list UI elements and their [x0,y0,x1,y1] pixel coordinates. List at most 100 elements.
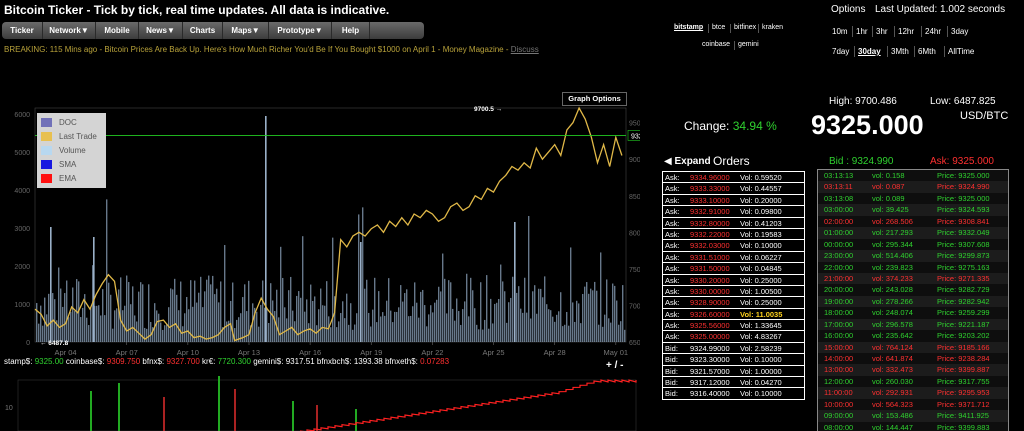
y-left-tick-label: 0 [26,340,30,347]
volume-bar [362,207,364,342]
nav-item[interactable]: Network▼ [43,22,96,39]
volume-bar [110,294,112,342]
volume-bar [410,315,412,342]
volume-bar [530,318,532,342]
order-type: Ask: [665,264,680,274]
trade-price: Price: 9299.873 [937,251,990,261]
volume-bar [548,309,550,342]
discuss-link[interactable]: Discuss [510,45,539,54]
exchange-coinbase[interactable]: coinbase [702,41,731,48]
y-left-tick-label: 5000 [14,150,30,157]
order-volume: Vol: 0.20000 [740,195,782,205]
volume-bar [580,323,582,342]
volume-bar [114,310,116,342]
nav-item[interactable]: Help [332,22,370,39]
volume-bar [436,299,438,342]
nav-item[interactable]: Charts [183,22,223,39]
trade-volume: vol: 374.233 [872,273,913,283]
volume-bar [388,278,390,342]
legend-item[interactable]: Last Trade [41,129,102,143]
volume-bar [488,328,490,342]
volume-bar [424,305,426,342]
price-chart[interactable]: 0 1000 2000 3000 4000 5000 6000 6500 7000 7500 800… [0,100,640,360]
range-10m[interactable]: 10m [832,27,848,36]
volume-bar [230,300,232,342]
volume-bar [100,315,102,342]
legend-item[interactable]: SMA [41,157,102,171]
volume-bar [494,303,496,342]
trade-price: Price: 9295.953 [937,388,990,398]
options-link[interactable]: Options [831,4,866,15]
volume-bar [242,297,244,342]
depth-chart[interactable]: 10 [0,372,640,431]
volume-bar [564,324,566,342]
lower-plot-frame [17,379,637,431]
volume-bar [238,317,240,342]
zoom-toggle[interactable]: + / - [606,360,624,371]
range-AllTime[interactable]: AllTime [948,47,975,56]
nav-item[interactable]: Ticker [2,22,43,39]
volume-bar [188,309,190,342]
nav-item[interactable]: Maps▼ [223,22,269,39]
exchange-btce[interactable]: btce [712,24,726,31]
depth-bar [90,391,92,431]
volume-bar [194,280,196,342]
range-3hr[interactable]: 3hr [876,27,888,36]
range-7day[interactable]: 7day [832,47,850,56]
nav-item[interactable]: Mobile [96,22,139,39]
volume-bar [310,284,312,342]
order-type: Bid: [665,366,678,376]
exchange-gemini[interactable]: gemini [738,41,759,48]
y-left-tick-label: 1000 [14,302,30,309]
volume-bar [418,317,420,342]
order-row: Ask: 9325.00000 Vol: 4.83267 [663,331,804,343]
volume-bar [482,329,484,342]
trade-row: 08:00:00 vol: 144.447 Price: 9399.883 [818,421,1008,431]
volume-bar [446,313,448,342]
exchange-bitfinex[interactable]: bitfinex [734,24,757,31]
volume-bar [462,309,464,342]
trade-time: 22:00:00 [824,262,854,272]
volume-bar [450,282,452,342]
legend-item[interactable]: EMA [41,171,102,185]
order-row: Ask: 9333.10000 Vol: 0.20000 [663,195,804,207]
nav-item[interactable]: News▼ [139,22,183,39]
range-24hr[interactable]: 24hr [925,27,942,36]
volume-bar [442,253,444,342]
nav-item[interactable]: Prototype▼ [269,22,332,39]
expand-button[interactable]: ◀ Expand [664,156,711,167]
range-12hr[interactable]: 12hr [898,27,915,36]
volume-bar [64,293,66,342]
volume-bar [368,312,370,342]
legend-item[interactable]: Volume [41,143,102,157]
legend-label: EMA [59,173,77,183]
volume-bar [620,321,622,342]
exchange-kraken[interactable]: kraken [762,24,784,31]
exchange-bitstamp[interactable]: bitstamp [674,24,704,31]
volume-bar [260,304,262,342]
order-volume: Vol: 1.00500 [740,286,782,296]
current-price-tag [627,130,640,141]
depth-bar [234,389,236,431]
trade-time: 03:13:08 [824,193,854,203]
legend-item[interactable]: DOC [41,115,102,129]
graph-options-button[interactable]: Graph Options [562,92,627,106]
volume-bar [370,326,372,342]
volume-bar [472,290,474,342]
volume-bar [490,298,492,342]
order-row: Ask: 9332.80000 Vol: 0.41203 [663,218,804,229]
range-6Mth[interactable]: 6Mth [918,47,936,56]
volume-bar [160,322,162,342]
volume-bar [390,310,392,342]
range-3Mth[interactable]: 3Mth [891,47,909,56]
range-3day[interactable]: 3day [951,27,969,36]
ticker-value: 9309.750 [106,357,141,366]
trade-volume: vol: 641.874 [872,354,913,363]
volume-bar [466,273,468,342]
volume-bar [256,311,258,342]
volume-spike [360,242,362,342]
range-30day[interactable]: 30day [858,47,881,56]
volume-bar [74,310,76,342]
range-1hr[interactable]: 1hr [856,27,868,36]
volume-bar [454,320,456,342]
